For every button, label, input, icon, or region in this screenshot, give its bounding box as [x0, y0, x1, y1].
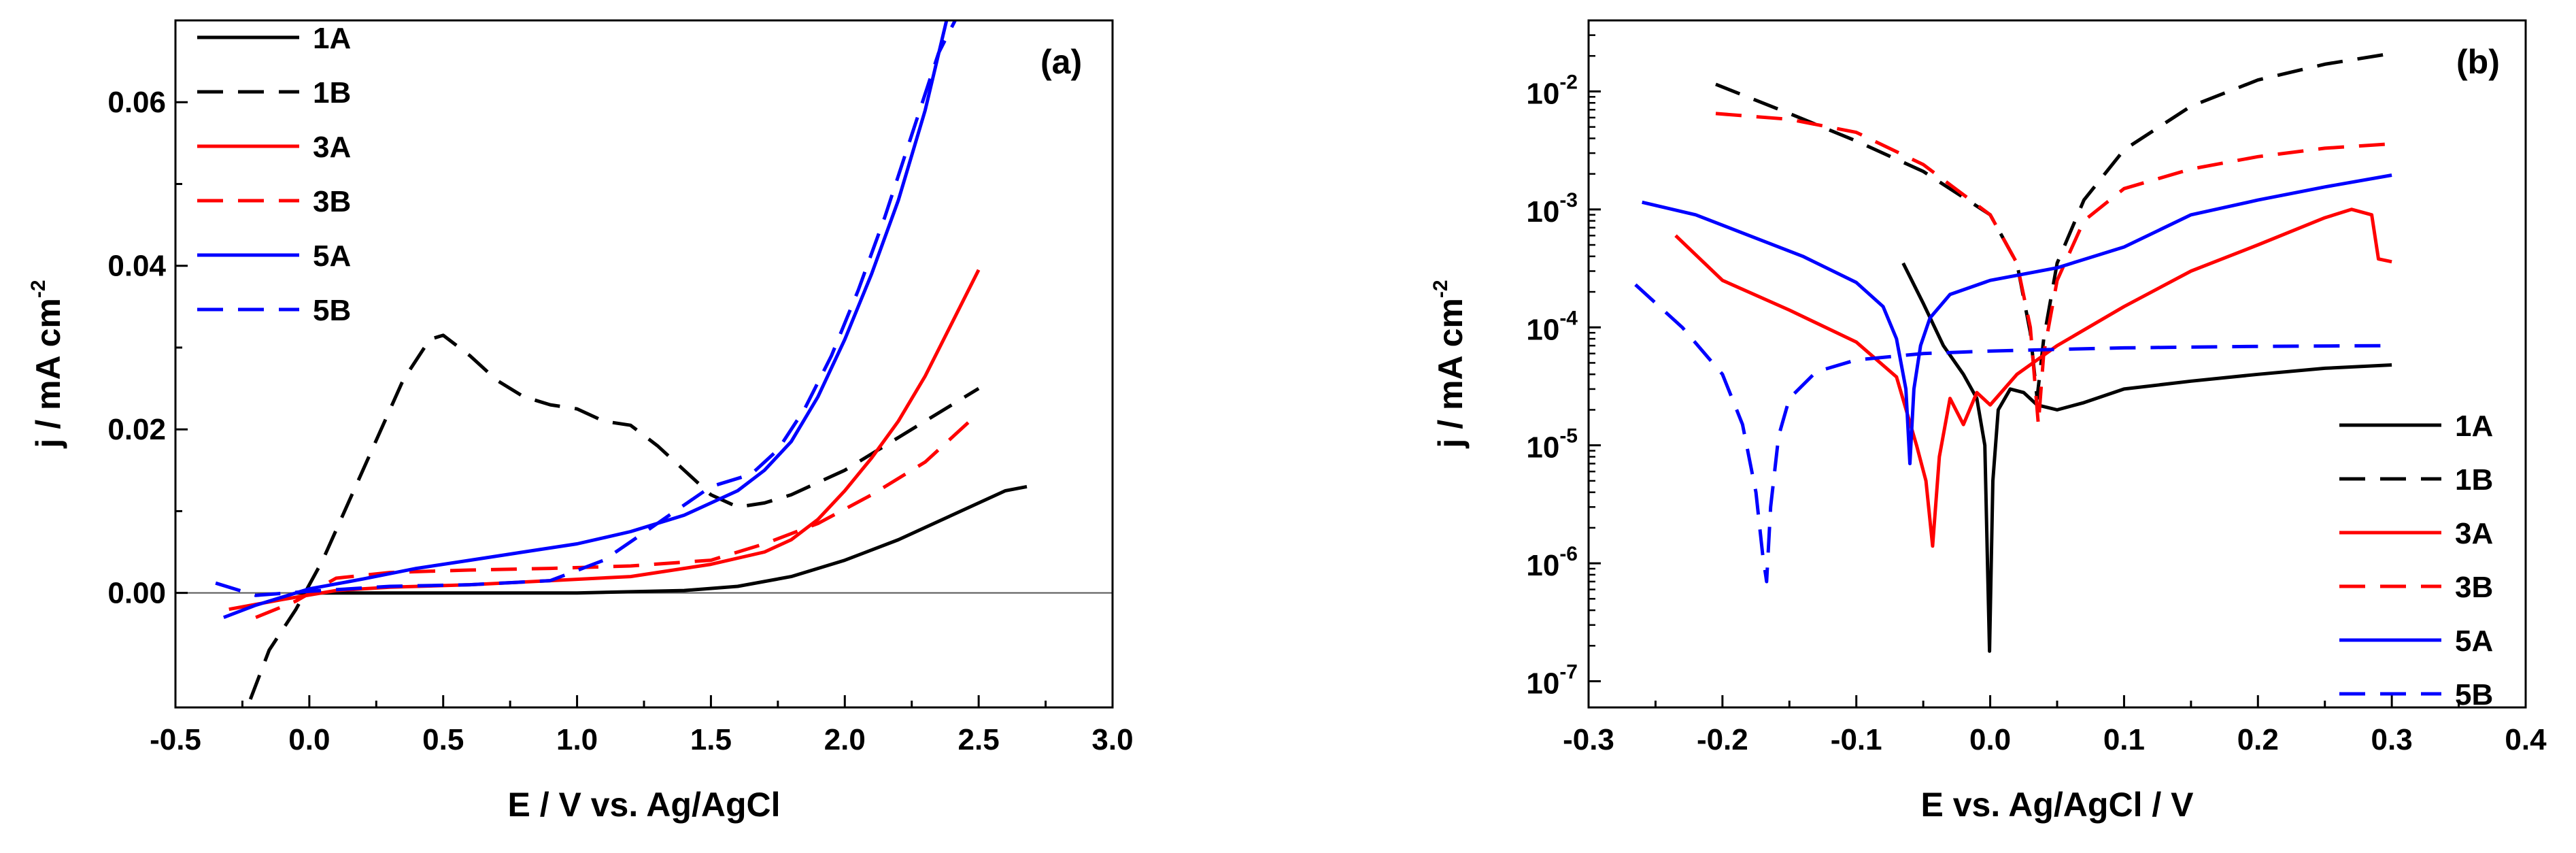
- chart-b-series-3B: [1715, 112, 2392, 426]
- chart-b-y-tick-base: 10: [1526, 667, 1559, 701]
- chart-a-series-1A: [296, 484, 1028, 595]
- chart-b-panel-label: (b): [2456, 43, 2500, 81]
- chart-b-legend-label-5A: 5A: [2455, 624, 2493, 658]
- chart-a-legend-label-3B: 3B: [313, 185, 351, 218]
- chart-a-series-3B: [255, 412, 980, 620]
- chart-a-panel-label: (a): [1040, 43, 1082, 81]
- chart-b-series-5B: [1634, 283, 2392, 584]
- chart-b-x-tick-label: -0.2: [1697, 723, 1748, 756]
- chart-a-x-tick-label: 1.5: [690, 723, 732, 756]
- chart-b-series-5A: [1642, 173, 2392, 465]
- chart-b-legend: 1A 1B 3A 3B 5A 5B: [2339, 409, 2493, 712]
- chart-a-series-5A: [223, 20, 949, 620]
- chart-b-legend-label-3A: 3A: [2455, 517, 2493, 550]
- chart-b-x-tick-label: 0.0: [1969, 723, 2011, 756]
- chart-b-ylabel-exponent: -2: [1429, 280, 1452, 298]
- chart-a-series-1B: [248, 333, 980, 700]
- chart-b-xlabel: E vs. Ag/AgCl / V: [1920, 786, 2194, 824]
- chart-a-y-tick-label: 0.00: [107, 577, 166, 610]
- chart-b-y-tick-exponent: -5: [1559, 425, 1578, 448]
- chart-a-x-tick-label: -0.5: [150, 723, 201, 756]
- chart-b-y-tick-label: 10-6: [1526, 543, 1578, 582]
- chart-a-legend-label-5A: 5A: [313, 239, 351, 273]
- chart-b-y-tick-exponent: -7: [1559, 661, 1578, 684]
- chart-a-x-tick-label: 2.0: [824, 723, 866, 756]
- chart-b-ticks: -0.3 -0.2 -0.1 0.0 0.1 0.2 0.3 0.410-710-610-51…: [1526, 19, 2547, 756]
- chart-a-ylabel-text: j / mA cm: [29, 298, 67, 448]
- chart-b-y-tick-label: 10-7: [1526, 661, 1578, 701]
- chart-b-ylabel-text: j / mA cm: [1431, 298, 1470, 448]
- chart-a-x-tick-label: 0.0: [288, 723, 330, 756]
- chart-a-y-tick-label: 0.02: [107, 413, 166, 446]
- chart-b-series-layer: [1634, 52, 2392, 653]
- chart-a-y-tick-label: 0.06: [107, 86, 166, 119]
- chart-a-legend: 1A 1B 3A 3B 5A 5B: [197, 22, 351, 327]
- chart-a-x-tick-label: 1.0: [556, 723, 598, 756]
- chart-b-legend-label-5B: 5B: [2455, 678, 2493, 712]
- chart-b-x-tick-label: 0.3: [2371, 723, 2413, 756]
- chart-b-series-1A: [1901, 262, 2392, 653]
- chart-b-ylabel: j / mA cm-2: [1429, 280, 1470, 448]
- chart-b-x-tick-label: -0.3: [1563, 723, 1614, 756]
- chart-b-x-tick-label: 0.2: [2237, 723, 2279, 756]
- chart-a-x-tick-label: 2.5: [958, 723, 1000, 756]
- chart-b-series-1B: [1715, 52, 2392, 401]
- chart-b-x-tick-label: -0.1: [1831, 723, 1882, 756]
- chart-b-y-tick-base: 10: [1526, 313, 1559, 346]
- chart-a-xlabel: E / V vs. Ag/AgCl: [507, 786, 780, 824]
- chart-a-legend-label-1A: 1A: [313, 22, 351, 55]
- chart-b-y-tick-exponent: -2: [1559, 71, 1578, 93]
- chart-b-x-tick-label: 0.1: [2103, 723, 2145, 756]
- chart-a-legend-label-3A: 3A: [313, 131, 351, 164]
- chart-a-legend-label-1B: 1B: [313, 76, 351, 110]
- chart-b-series-3A: [1674, 207, 2392, 548]
- chart-b-y-tick-exponent: -6: [1559, 543, 1578, 565]
- chart-b-y-tick-base: 10: [1526, 549, 1559, 582]
- chart-a-y-tick-label: 0.04: [107, 250, 166, 283]
- chart-b-y-tick-label: 10-4: [1526, 307, 1578, 346]
- chart-a-series-5B: [215, 20, 957, 597]
- chart-a-ylabel-exponent: -2: [27, 280, 50, 298]
- chart-b-x-tick-label: 0.4: [2505, 723, 2547, 756]
- chart-b-y-tick-label: 10-5: [1526, 425, 1578, 465]
- chart-b-y-tick-base: 10: [1526, 77, 1559, 110]
- chart-b-legend-label-3B: 3B: [2455, 571, 2493, 604]
- chart-b-y-tick-exponent: -3: [1559, 189, 1578, 212]
- chart-b-y-tick-label: 10-2: [1526, 71, 1578, 110]
- chart-b-legend-label-1A: 1A: [2455, 409, 2493, 443]
- chart-a-series-layer: [175, 20, 1113, 700]
- chart-b-y-tick-base: 10: [1526, 195, 1559, 229]
- chart-a-series-3A: [228, 269, 981, 612]
- chart-a-ylabel: j / mA cm-2: [27, 280, 67, 448]
- chart-b: -0.3 -0.2 -0.1 0.0 0.1 0.2 0.3 0.410-710-610-51…: [1429, 19, 2547, 824]
- chart-b-y-tick-exponent: -4: [1559, 307, 1578, 329]
- chart-b-y-tick-label: 10-3: [1526, 189, 1578, 229]
- chart-a-ticks: -0.5 0.0 0.5 1.0 1.5 2.0 2.5 3.0 0.00 0.02 0.04 0.0…: [107, 86, 1133, 756]
- chart-b-legend-label-1B: 1B: [2455, 463, 2493, 497]
- chart-a-legend-label-5B: 5B: [313, 294, 351, 327]
- chart-b-y-tick-base: 10: [1526, 431, 1559, 465]
- chart-a-x-tick-label: 0.5: [422, 723, 464, 756]
- chart-a: -0.5 0.0 0.5 1.0 1.5 2.0 2.5 3.0 0.00 0.02 0.04 0.0…: [27, 19, 1134, 824]
- chart-a-x-tick-label: 3.0: [1091, 723, 1133, 756]
